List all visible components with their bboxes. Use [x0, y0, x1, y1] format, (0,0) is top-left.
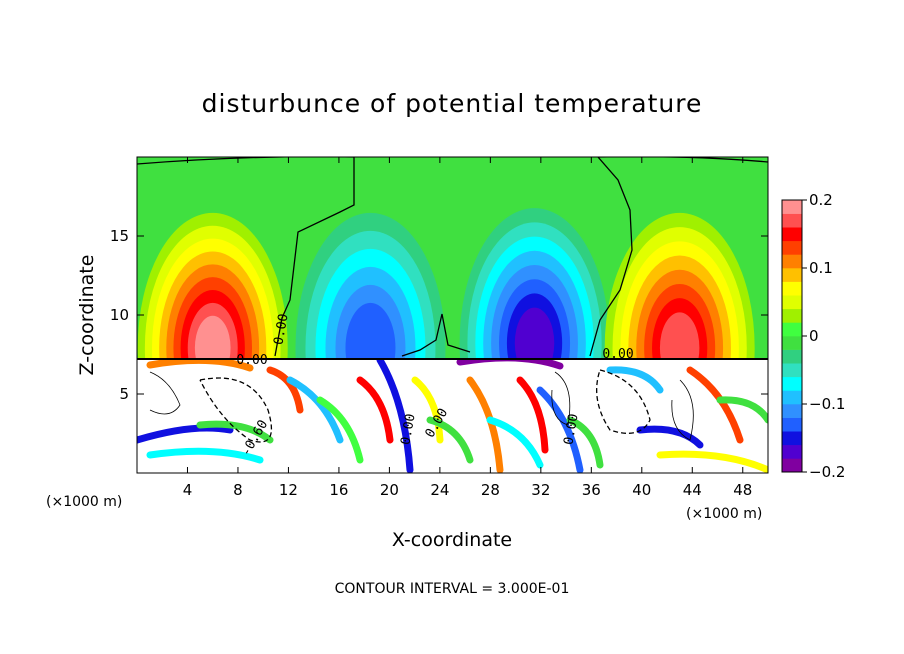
- turbulence-streak: [716, 396, 768, 424]
- colorbar-tick-label: 0.1: [809, 259, 833, 277]
- colorbar-segment: [782, 336, 802, 350]
- colorbar-segment: [782, 458, 802, 473]
- x-tick-label: 40: [632, 481, 651, 499]
- x-unit-label-left: (×1000 m): [46, 494, 122, 510]
- colorbar-segment: [782, 417, 802, 432]
- contour-interval-note: CONTOUR INTERVAL = 3.000E-01: [335, 581, 570, 597]
- thin-contour-2: [551, 371, 571, 426]
- turbulence-streak: [486, 416, 544, 469]
- turbulence-streak: [146, 359, 254, 372]
- turbulence-streak: [146, 447, 264, 464]
- turbulence-streak: [411, 376, 444, 444]
- colorbar-segment: [782, 240, 802, 255]
- turbulence-streak: [316, 396, 364, 464]
- colorbar-segment: [782, 363, 802, 378]
- chart-title: disturbunce of potential temperature: [202, 89, 703, 118]
- x-tick-label: 24: [430, 481, 449, 499]
- turbulence-streak: [606, 366, 664, 394]
- cool-anomaly-band: [514, 307, 555, 359]
- turbulence-streak: [656, 450, 768, 473]
- warm-anomaly-band: [194, 315, 231, 359]
- cool-anomaly-band: [345, 302, 396, 359]
- dashed-contour-1: [199, 377, 273, 443]
- x-tick-label: 36: [582, 481, 601, 499]
- colorbar-tick-label: −0.2: [809, 463, 845, 481]
- colorbar-segment: [782, 281, 802, 296]
- colorbar-segment: [782, 390, 802, 405]
- warm-anomaly-band: [659, 312, 700, 359]
- colorbar: 0.2 0.1 0 −0.1 −0.2: [781, 191, 845, 481]
- colorbar-segment: [782, 227, 802, 242]
- colorbar-segment: [782, 404, 802, 418]
- contour-label: 0.00: [398, 413, 418, 446]
- y-tick-label: 5: [119, 385, 129, 403]
- dashed-contour-2: [596, 369, 651, 434]
- colorbar-tick-label: 0: [809, 327, 819, 345]
- colorbar-segment: [782, 349, 802, 364]
- contour-label: 0.00: [602, 347, 633, 362]
- x-tick-label: 44: [683, 481, 702, 499]
- y-tick-label: 10: [110, 306, 129, 324]
- x-tick-label: 20: [380, 481, 399, 499]
- y-tick-label: 15: [110, 227, 129, 245]
- colorbar-segment: [782, 444, 802, 459]
- colorbar-segment: [782, 254, 802, 269]
- colorbar-segment: [782, 200, 802, 214]
- x-tick-label: 48: [733, 481, 752, 499]
- contour-label: 0.00: [561, 413, 581, 446]
- colorbar-segment: [782, 376, 802, 391]
- x-tick-label: 16: [329, 481, 348, 499]
- thin-contour-3: [671, 379, 694, 441]
- colorbar-segment: [782, 213, 802, 228]
- turbulence-streak: [266, 366, 304, 414]
- colorbar-segment: [782, 322, 802, 337]
- x-unit-label-right: (×1000 m): [686, 506, 762, 522]
- colorbar-segment: [782, 295, 802, 310]
- colorbar-tick-label: 0.2: [809, 191, 833, 209]
- turbulence-streak: [196, 420, 274, 444]
- colorbar-tick-label: −0.1: [809, 395, 845, 413]
- turbulence-streak: [426, 416, 474, 464]
- turbulence-streak: [356, 376, 394, 444]
- y-axis-label: Z-coordinate: [76, 255, 98, 376]
- zero-contour-right: [589, 157, 768, 357]
- turbulence-streak: [516, 376, 549, 454]
- colorbar-segment: [782, 308, 802, 323]
- turbulence-streak: [636, 425, 704, 449]
- thin-contour-1: [149, 371, 181, 415]
- x-tick-label: 32: [531, 481, 550, 499]
- x-tick-label: 12: [279, 481, 298, 499]
- contour-label: 0.00: [271, 313, 291, 346]
- x-axis-label: X-coordinate: [392, 529, 512, 551]
- zero-contour-center: [401, 313, 471, 357]
- x-tick-label: 28: [481, 481, 500, 499]
- colorbar-segment: [782, 431, 802, 446]
- turbulence-streak: [376, 359, 414, 473]
- turbulence-streak: [456, 359, 564, 370]
- turbulence-streak: [137, 424, 234, 444]
- temperature-field: 0.000.000.00 0.00 0.000.00-0.60: [137, 157, 768, 473]
- contour-label: 0.00: [236, 353, 267, 368]
- turbulence-streak: [566, 416, 604, 469]
- x-tick-label: 4: [183, 481, 193, 499]
- x-tick-label: 8: [233, 481, 243, 499]
- colorbar-segment: [782, 268, 802, 282]
- zero-contour-left: [137, 157, 355, 357]
